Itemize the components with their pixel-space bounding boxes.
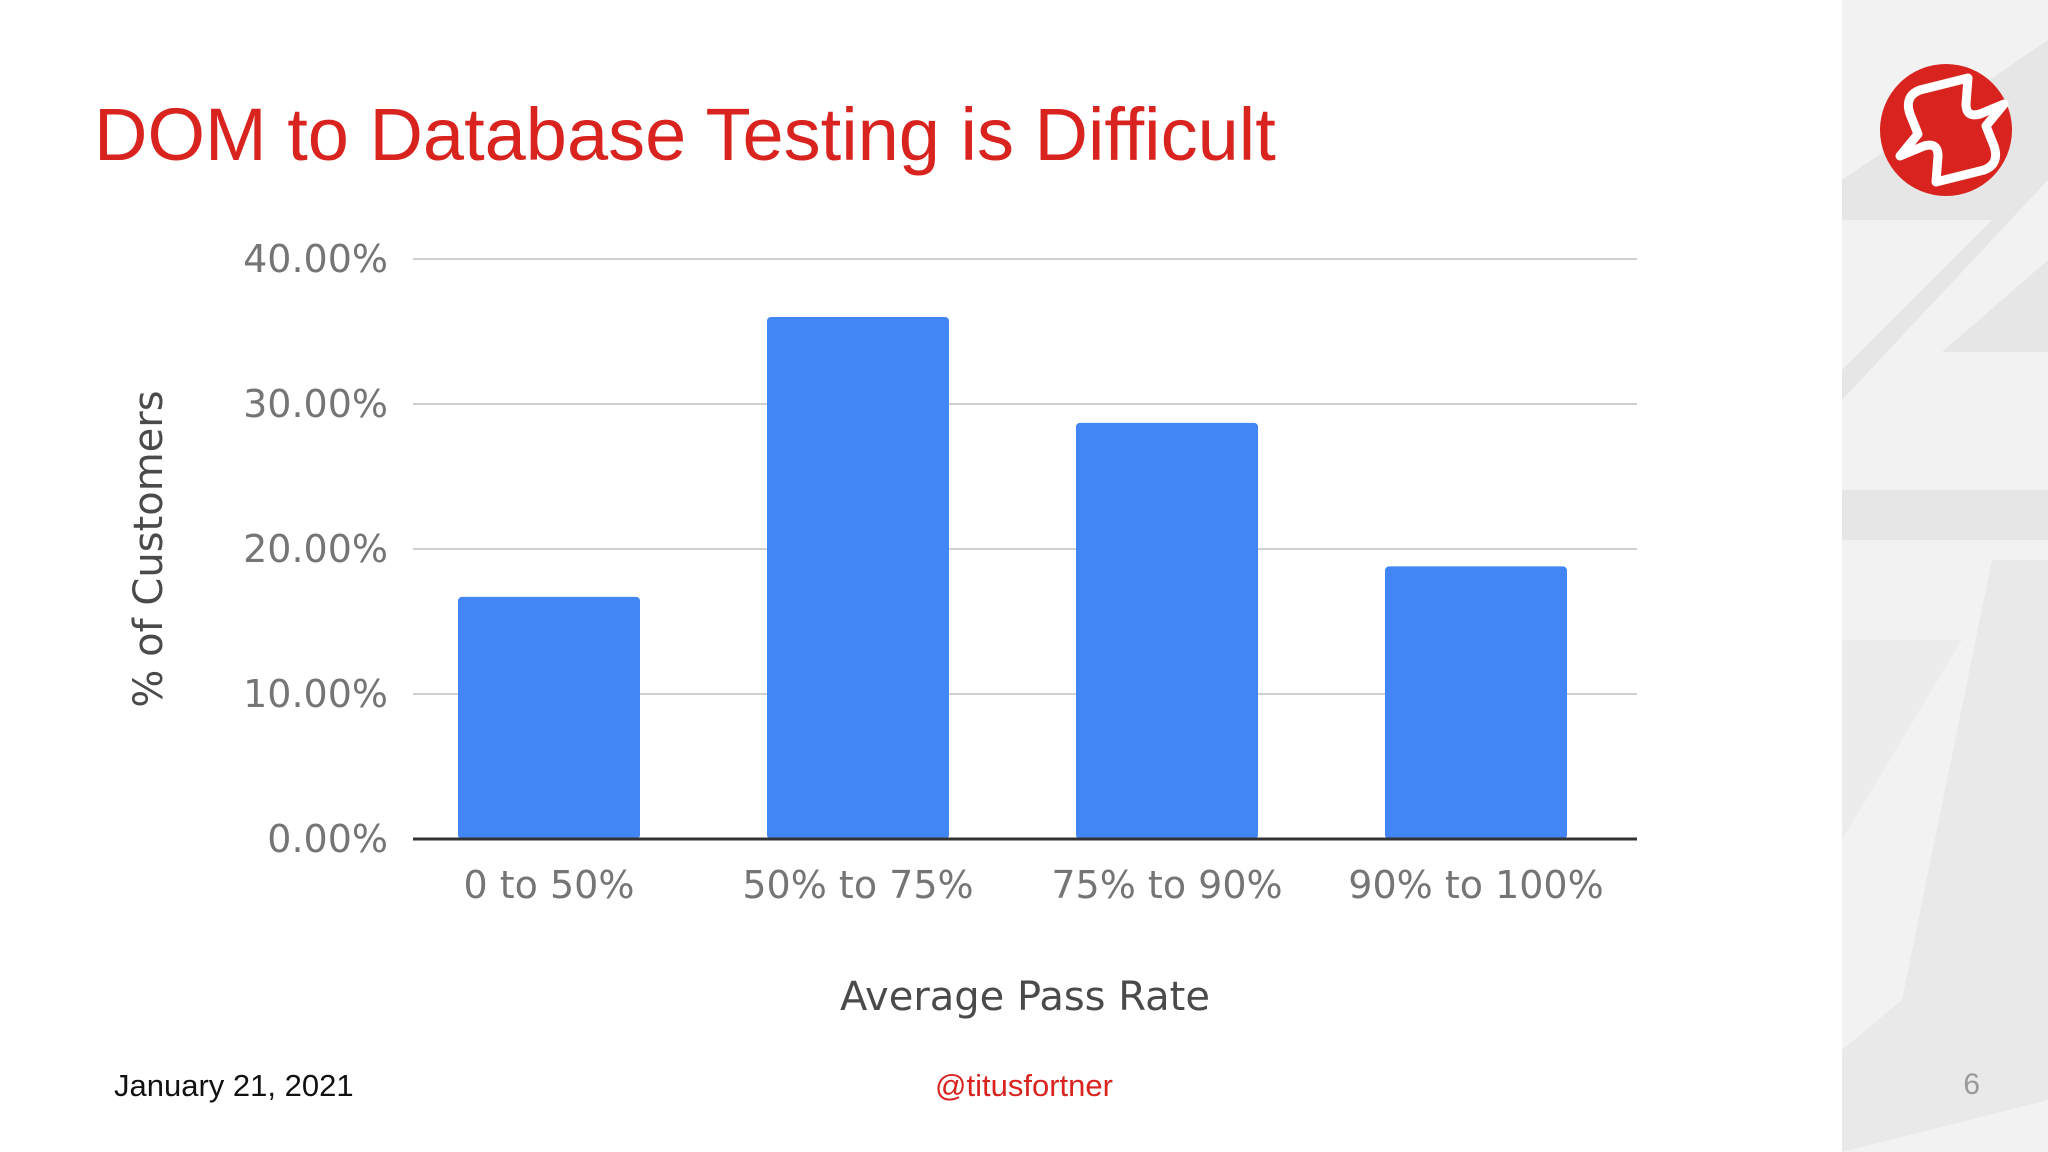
lightning-bolt-circle-icon — [1880, 64, 2012, 196]
y-axis-title: % of Customers — [126, 390, 172, 707]
y-tick-label: 20.00% — [243, 527, 388, 571]
y-tick-label: 0.00% — [267, 817, 388, 861]
x-axis-title: Average Pass Rate — [840, 974, 1210, 1020]
y-axis-tick-labels: 0.00% 10.00% 20.00% 30.00% 40.00% — [243, 237, 388, 861]
y-tick-label: 10.00% — [243, 672, 388, 716]
x-tick-label: 90% to 100% — [1348, 863, 1603, 907]
x-tick-label: 75% to 90% — [1051, 863, 1282, 907]
bar-chart: 0.00% 10.00% 20.00% 30.00% 40.00% 0 to 50% 50… — [126, 237, 1637, 1020]
footer-date: January 21, 2021 — [114, 1068, 354, 1103]
x-axis-tick-labels: 0 to 50% 50% to 75% 75% to 90% 90% to 100% — [464, 863, 1604, 907]
bar — [1076, 422, 1258, 839]
bars — [458, 317, 1567, 839]
bar — [458, 596, 640, 839]
company-logo — [1876, 60, 2016, 200]
slide-title: DOM to Database Testing is Difficult — [94, 93, 1276, 176]
x-tick-label: 0 to 50% — [464, 863, 635, 907]
y-tick-label: 40.00% — [243, 237, 388, 281]
y-tick-label: 30.00% — [243, 382, 388, 426]
x-tick-label: 50% to 75% — [742, 863, 973, 907]
page-number: 6 — [1963, 1068, 1980, 1101]
bar — [767, 317, 949, 839]
bar — [1385, 566, 1567, 839]
footer-twitter-handle[interactable]: @titusfortner — [935, 1068, 1113, 1103]
